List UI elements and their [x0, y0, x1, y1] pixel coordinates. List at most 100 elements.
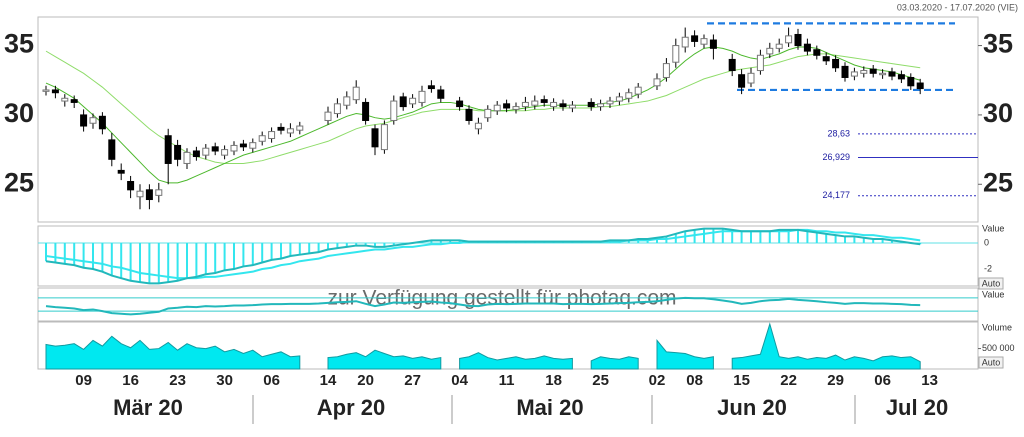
candle-body [550, 101, 558, 108]
candle-body [239, 143, 247, 148]
macd-bar [148, 242, 151, 284]
candle-body [766, 47, 774, 55]
macd-bar [740, 231, 743, 243]
macd-bar [693, 229, 696, 243]
candle-body [822, 56, 830, 62]
macd-bar [815, 232, 818, 243]
macd-bar [787, 229, 790, 243]
x-tick-label: 11 [499, 372, 515, 389]
candle-body [371, 128, 379, 148]
macd-bar [195, 242, 198, 277]
volume-area [327, 349, 442, 370]
candle-body [662, 63, 670, 78]
candle-body [117, 169, 125, 174]
candle-body [860, 70, 868, 74]
x-tick-label: 27 [404, 372, 421, 389]
macd-bar [327, 242, 329, 250]
volume-area [731, 322, 921, 370]
candle-body [286, 128, 294, 134]
x-tick-label: 25 [592, 372, 609, 389]
candle-body [775, 43, 783, 49]
candle-body [897, 74, 905, 80]
x-tick-label: 22 [780, 372, 797, 389]
x-tick-label: 15 [733, 372, 750, 389]
candle-body [249, 142, 257, 149]
volume-area [45, 335, 301, 370]
candle-body [89, 117, 97, 124]
x-tick-label: 08 [686, 372, 703, 389]
auto-button[interactable] [978, 277, 1004, 290]
auto-button[interactable] [978, 356, 1004, 369]
candle-body [192, 150, 200, 158]
candle-body [869, 68, 877, 74]
candle-body [390, 100, 398, 121]
macd-bar [101, 242, 104, 272]
y-tick-label: 30 [983, 98, 1013, 128]
macd-bar [383, 242, 386, 247]
auto-button-label[interactable]: Auto [982, 278, 1001, 288]
candle-body [427, 85, 435, 90]
candle-body [174, 144, 182, 160]
macd-bar [289, 242, 292, 256]
macd-bar [439, 240, 442, 243]
macd-bar [392, 242, 395, 246]
macd-bar [54, 242, 57, 263]
candle-body [484, 108, 492, 119]
candle-body [559, 103, 567, 108]
y-tick-label: 35 [983, 29, 1013, 59]
candle-body [756, 54, 764, 72]
candle-body [127, 180, 135, 191]
macd-bar [374, 242, 376, 247]
candle-body [794, 33, 802, 47]
candle-body [230, 144, 238, 152]
x-tick-label: 30 [216, 372, 233, 389]
candle-body [277, 126, 285, 131]
macd-bar [759, 231, 762, 243]
y-tick-label: -2 [984, 263, 992, 273]
y-tick-label: 30 [4, 98, 34, 128]
macd-bar [73, 242, 76, 266]
x-tick-label: 09 [75, 372, 92, 389]
x-tick-label: 16 [122, 372, 139, 389]
level-label: 26,929 [822, 152, 850, 162]
macd-bar [157, 242, 160, 284]
candle-body [258, 135, 266, 142]
y-tick-label: 25 [4, 167, 34, 197]
candle-body [653, 78, 661, 87]
candle-body [42, 89, 50, 92]
macd-bar [298, 242, 301, 255]
x-tick-label: 20 [357, 372, 374, 389]
candle-body [474, 122, 482, 130]
candle-body [728, 58, 736, 72]
candle-body [738, 74, 746, 88]
candle-body [568, 104, 576, 109]
y-tick-label: 0 [984, 237, 989, 247]
x-tick-label: 06 [874, 372, 891, 389]
auto-button-label[interactable]: Auto [982, 357, 1001, 367]
macd-bar [92, 242, 94, 270]
candle-body [803, 43, 811, 52]
x-tick-label: 29 [827, 372, 844, 389]
macd-bar [449, 240, 452, 243]
candle-body [879, 72, 887, 76]
oscillator-panel [37, 287, 979, 322]
macd-bar [656, 237, 658, 243]
candle-body [700, 38, 708, 45]
x-tick-label: 14 [320, 372, 337, 389]
macd-bar [355, 242, 358, 246]
macd-bar [853, 236, 856, 243]
macd-bar [750, 231, 752, 243]
candle-body [202, 147, 210, 156]
macd-bar [627, 240, 630, 243]
macd-bar [430, 240, 433, 243]
candle-body [409, 97, 417, 105]
candle-body [456, 100, 464, 108]
macd-bar [797, 229, 799, 243]
candle-body [597, 103, 605, 108]
month-separators [252, 395, 856, 424]
candle-body [136, 190, 144, 198]
candle-body [709, 39, 717, 49]
macd-bar [768, 231, 771, 243]
candle-body [418, 90, 426, 103]
